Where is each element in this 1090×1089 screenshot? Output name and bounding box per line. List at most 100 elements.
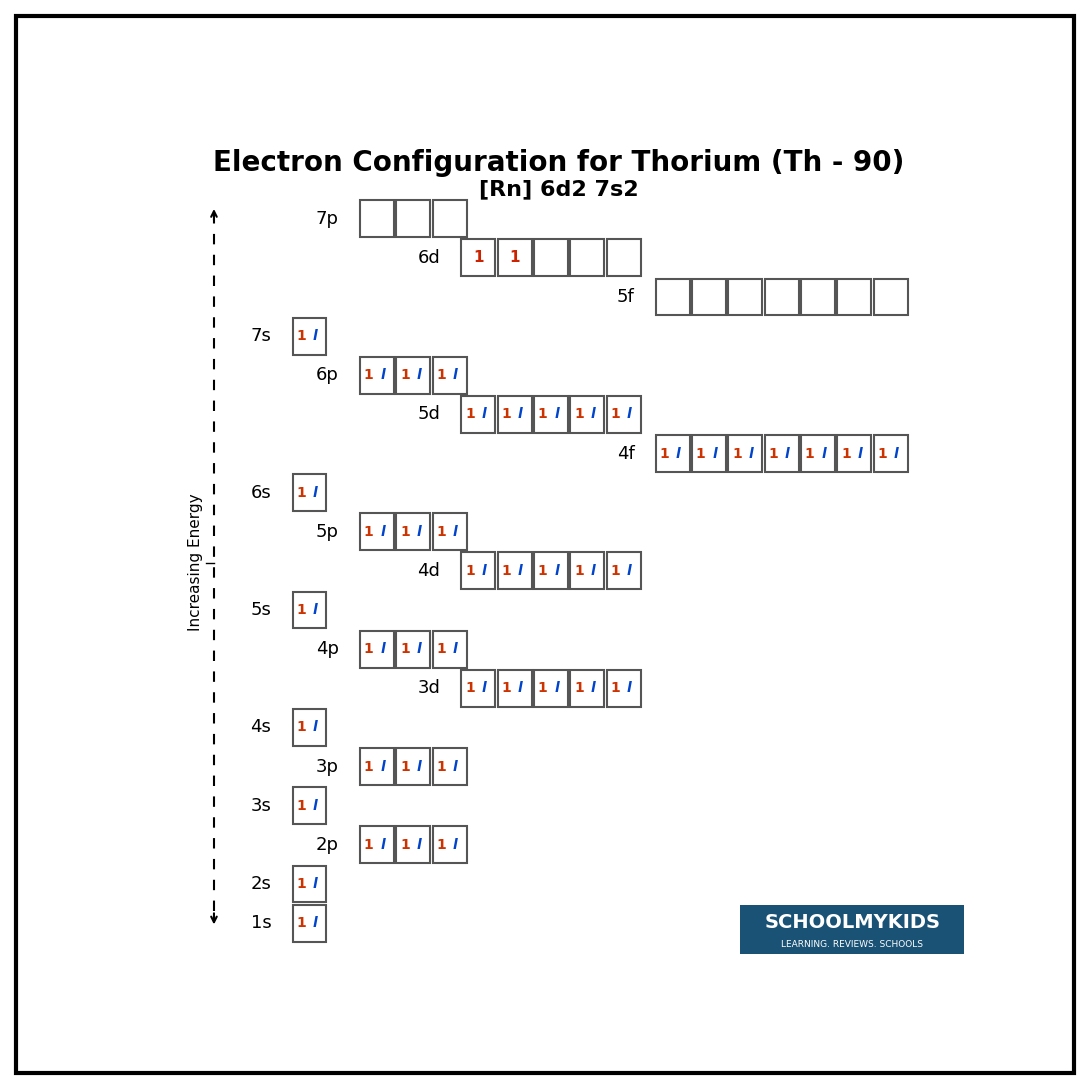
Text: l: l	[627, 407, 632, 421]
Text: l: l	[416, 643, 422, 657]
Text: 1: 1	[436, 759, 446, 773]
Text: 1: 1	[364, 525, 374, 539]
Text: 1: 1	[501, 407, 511, 421]
Bar	[874, 436, 908, 472]
Bar	[570, 552, 604, 589]
Bar	[570, 240, 604, 277]
Text: 2s: 2s	[251, 874, 271, 893]
Bar	[570, 396, 604, 432]
Text: l: l	[416, 525, 422, 539]
Text: 4p: 4p	[316, 640, 339, 658]
Bar	[397, 513, 431, 550]
Text: l: l	[453, 643, 458, 657]
Bar	[607, 396, 641, 432]
Text: 5f: 5f	[617, 287, 634, 306]
Text: 5p: 5p	[316, 523, 339, 541]
Text: 1: 1	[296, 916, 306, 930]
Text: 1: 1	[610, 407, 620, 421]
Text: 1: 1	[364, 837, 374, 852]
Text: l: l	[749, 446, 753, 461]
Bar	[433, 748, 467, 785]
Text: 1: 1	[732, 446, 742, 461]
Bar	[498, 552, 532, 589]
Text: 6d: 6d	[417, 249, 440, 267]
Text: 1: 1	[436, 368, 446, 382]
Bar	[461, 552, 495, 589]
Text: l: l	[555, 682, 559, 695]
Bar	[692, 279, 726, 316]
Text: l: l	[785, 446, 790, 461]
Text: 6s: 6s	[251, 484, 271, 502]
Text: 1: 1	[296, 603, 306, 617]
Text: 1: 1	[841, 446, 851, 461]
Text: 5s: 5s	[251, 601, 271, 619]
Bar	[607, 552, 641, 589]
Bar	[656, 436, 690, 472]
Text: l: l	[313, 329, 317, 343]
Bar	[534, 552, 568, 589]
Bar	[292, 318, 326, 355]
Bar	[461, 240, 495, 277]
Bar	[397, 357, 431, 394]
Text: 1: 1	[465, 682, 475, 695]
Text: Electron Configuration for Thorium (Th - 90): Electron Configuration for Thorium (Th -…	[213, 148, 905, 176]
Text: 6p: 6p	[316, 366, 339, 384]
Text: l: l	[591, 407, 595, 421]
Text: l: l	[380, 759, 385, 773]
Text: 1: 1	[695, 446, 705, 461]
Text: 1: 1	[436, 643, 446, 657]
Text: LEARNING. REVIEWS. SCHOOLS: LEARNING. REVIEWS. SCHOOLS	[782, 940, 923, 949]
Text: 7p: 7p	[316, 210, 339, 228]
Bar	[607, 240, 641, 277]
Text: 1: 1	[465, 407, 475, 421]
Bar	[360, 357, 393, 394]
Bar	[433, 631, 467, 668]
Bar	[656, 279, 690, 316]
Text: 1: 1	[400, 368, 410, 382]
Bar	[292, 787, 326, 824]
Bar	[360, 748, 393, 785]
Text: 4f: 4f	[617, 444, 634, 463]
Text: 1: 1	[574, 407, 584, 421]
Bar	[292, 474, 326, 511]
Bar	[461, 396, 495, 432]
Bar	[498, 240, 532, 277]
Text: l: l	[627, 564, 632, 578]
Text: 1: 1	[509, 250, 520, 266]
Text: 1: 1	[436, 837, 446, 852]
Text: 1: 1	[465, 564, 475, 578]
Bar	[397, 200, 431, 237]
Text: l: l	[894, 446, 899, 461]
Text: l: l	[482, 564, 486, 578]
Text: 1: 1	[364, 368, 374, 382]
Bar	[692, 436, 726, 472]
Text: 1: 1	[610, 564, 620, 578]
Bar	[292, 866, 326, 903]
Bar	[570, 670, 604, 707]
Text: 1: 1	[804, 446, 814, 461]
Text: l: l	[380, 525, 385, 539]
Bar	[498, 396, 532, 432]
Text: l: l	[482, 682, 486, 695]
Bar	[607, 670, 641, 707]
Text: l: l	[713, 446, 717, 461]
Bar	[292, 591, 326, 628]
Text: l: l	[518, 564, 523, 578]
Bar	[433, 827, 467, 864]
Text: 1: 1	[537, 564, 547, 578]
Bar	[801, 436, 835, 472]
Text: 1: 1	[501, 682, 511, 695]
Bar	[397, 827, 431, 864]
Text: l: l	[380, 837, 385, 852]
Text: l: l	[416, 368, 422, 382]
Text: l: l	[482, 407, 486, 421]
Text: l: l	[416, 837, 422, 852]
Text: l: l	[313, 798, 317, 812]
Text: l: l	[313, 877, 317, 891]
Text: 1: 1	[574, 682, 584, 695]
Text: 1: 1	[400, 837, 410, 852]
Text: 4s: 4s	[251, 719, 271, 736]
Text: l: l	[591, 682, 595, 695]
Text: 3s: 3s	[251, 797, 271, 815]
Bar	[837, 436, 871, 472]
